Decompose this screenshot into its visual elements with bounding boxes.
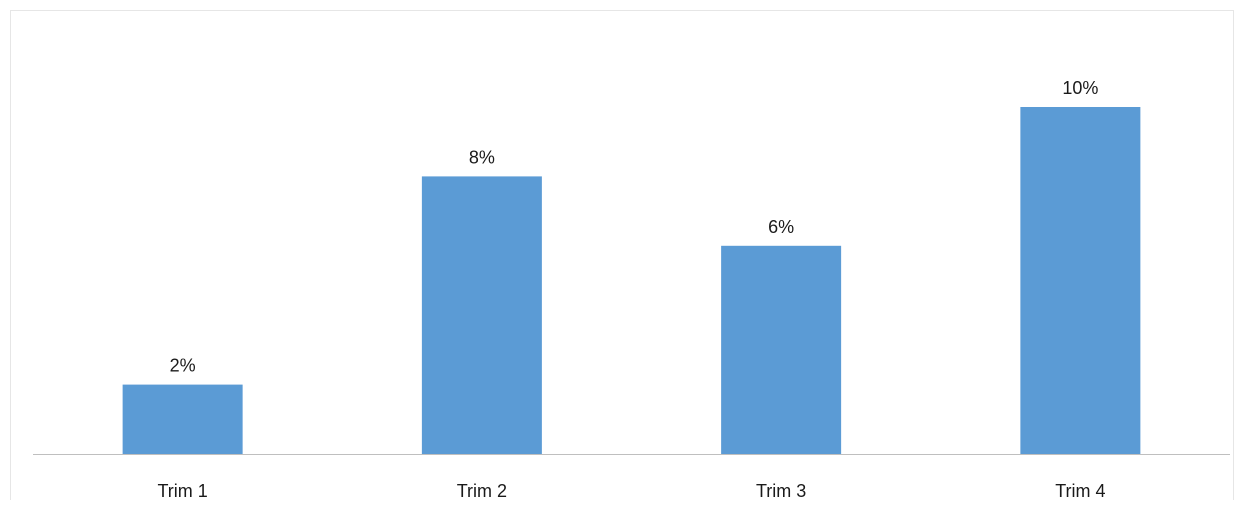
labels-layer: 2% 8% 6% 10%: [170, 78, 1099, 376]
x-tick-label-3: Trim 3: [756, 481, 806, 501]
bars-layer: [122, 107, 1141, 454]
ticks-layer: Trim 1 Trim 2 Trim 3 Trim 4: [157, 481, 1105, 501]
x-tick-label-4: Trim 4: [1055, 481, 1105, 501]
x-tick-label-1: Trim 1: [157, 481, 207, 501]
data-label-2: 8%: [469, 147, 495, 167]
bar-3: [721, 245, 842, 454]
data-label-4: 10%: [1062, 78, 1098, 98]
bar-1: [122, 384, 243, 454]
bar-4: [1020, 107, 1141, 454]
bar-2: [421, 176, 542, 454]
data-label-1: 2%: [170, 356, 196, 376]
data-label-3: 6%: [768, 217, 794, 237]
x-tick-label-2: Trim 2: [457, 481, 507, 501]
chart-frame: [10, 10, 1234, 500]
